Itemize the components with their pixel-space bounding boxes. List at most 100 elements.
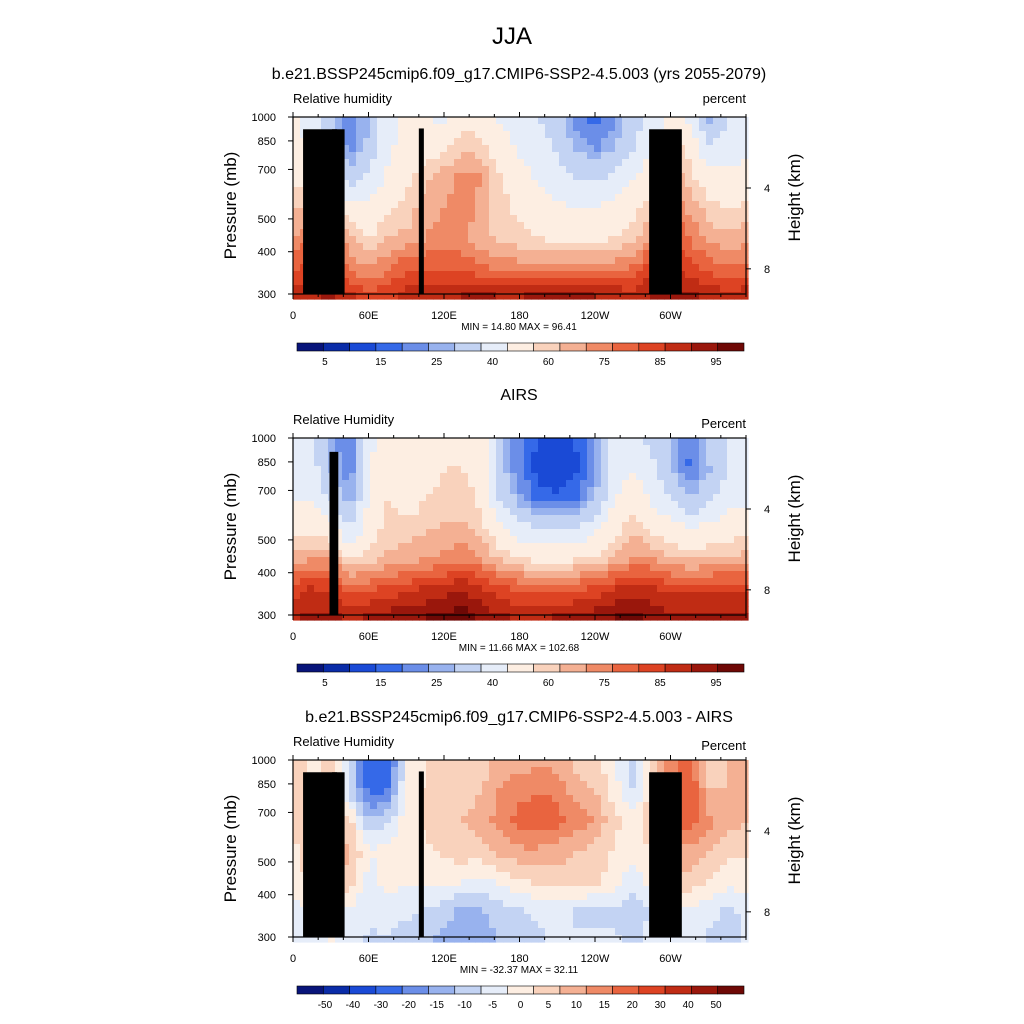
contour-cell — [671, 767, 679, 775]
contour-cell — [629, 886, 637, 894]
contour-cell — [685, 585, 693, 593]
contour-cell — [524, 865, 532, 873]
contour-cell — [447, 257, 455, 265]
contour-cell — [552, 557, 560, 565]
contour-cell — [321, 543, 329, 551]
contour-cell — [454, 159, 462, 167]
contour-cell — [461, 208, 469, 216]
contour-cell — [692, 886, 700, 894]
contour-cell — [601, 250, 609, 258]
contour-cell — [314, 557, 322, 565]
contour-cell — [699, 229, 707, 237]
contour-cell — [440, 536, 448, 544]
contour-cell — [300, 473, 308, 481]
contour-cell — [496, 851, 504, 859]
contour-cell — [405, 907, 413, 915]
contour-cell — [349, 760, 357, 768]
contour-cell — [377, 816, 385, 824]
contour-cell — [468, 229, 476, 237]
contour-cell — [636, 767, 644, 775]
contour-cell — [699, 278, 707, 286]
contour-cell — [573, 201, 581, 209]
contour-cell — [524, 215, 532, 223]
contour-cell — [398, 893, 406, 901]
contour-cell — [412, 879, 420, 887]
contour-cell — [370, 501, 378, 509]
contour-cell — [482, 606, 490, 614]
contour-cell — [699, 285, 707, 293]
contour-cell — [363, 858, 371, 866]
contour-cell — [489, 522, 497, 530]
contour-cell — [454, 760, 462, 768]
contour-cell — [391, 809, 399, 817]
contour-cell — [510, 180, 518, 188]
contour-cell — [391, 285, 399, 293]
contour-cell — [566, 781, 574, 789]
contour-cell — [426, 473, 434, 481]
contour-cell — [741, 781, 749, 789]
contour-cell — [461, 187, 469, 195]
contour-cell — [692, 844, 700, 852]
contour-cell — [461, 830, 469, 838]
contour-cell — [489, 837, 497, 845]
contour-cell — [608, 529, 616, 537]
contour-cell — [496, 117, 504, 125]
contour-cell — [384, 201, 392, 209]
contour-cell — [615, 466, 623, 474]
contour-cell — [293, 872, 301, 880]
contour-cell — [580, 571, 588, 579]
contour-cell — [468, 802, 476, 810]
contour-cell — [713, 879, 721, 887]
contour-cell — [391, 215, 399, 223]
contour-cell — [349, 781, 357, 789]
contour-cell — [608, 536, 616, 544]
contour-cell — [741, 131, 749, 139]
contour-cell — [426, 774, 434, 782]
contour-cell — [706, 515, 714, 523]
contour-cell — [475, 173, 483, 181]
contour-cell — [615, 438, 623, 446]
contour-cell — [433, 229, 441, 237]
contour-cell — [692, 571, 700, 579]
contour-cell — [468, 494, 476, 502]
contour-cell — [398, 767, 406, 775]
contour-cell — [531, 250, 539, 258]
contour-cell — [426, 557, 434, 565]
contour-cell — [468, 222, 476, 230]
contour-cell — [706, 536, 714, 544]
contour-cell — [314, 760, 322, 768]
contour-cell — [475, 907, 483, 915]
contour-cell — [447, 830, 455, 838]
contour-cell — [664, 452, 672, 460]
contour-cell — [720, 243, 728, 251]
contour-cell — [461, 480, 469, 488]
contour-cell — [461, 851, 469, 859]
contour-cell — [517, 851, 525, 859]
contour-cell — [524, 292, 532, 300]
contour-cell — [741, 809, 749, 817]
contour-cell — [300, 515, 308, 523]
contour-cell — [685, 124, 693, 132]
contour-cell — [419, 606, 427, 614]
contour-cell — [461, 243, 469, 251]
contour-cell — [300, 557, 308, 565]
contour-cell — [636, 466, 644, 474]
contour-cell — [384, 599, 392, 607]
contour-cell — [622, 194, 630, 202]
contour-cell — [328, 292, 336, 300]
contour-cell — [524, 767, 532, 775]
contour-cell — [538, 606, 546, 614]
contour-cell — [713, 194, 721, 202]
contour-cell — [293, 802, 301, 810]
contour-cell — [356, 767, 364, 775]
contour-cell — [349, 508, 357, 516]
contour-cell — [678, 124, 686, 132]
contour-cell — [685, 480, 693, 488]
contour-cell — [489, 208, 497, 216]
contour-cell — [552, 592, 560, 600]
contour-cell — [440, 215, 448, 223]
contour-cell — [398, 117, 406, 125]
contour-cell — [685, 837, 693, 845]
contour-cell — [608, 208, 616, 216]
contour-cell — [335, 515, 343, 523]
